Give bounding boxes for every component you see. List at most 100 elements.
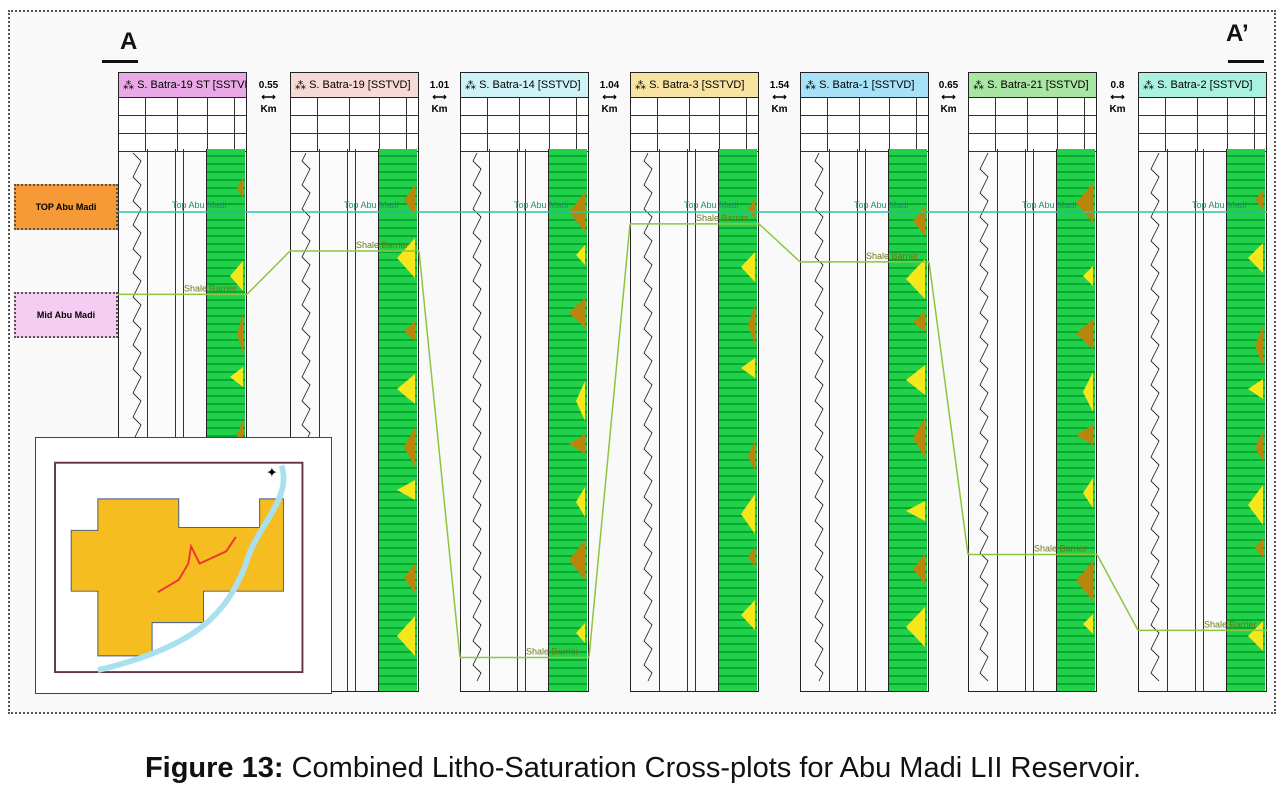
well-icon: ⁂ bbox=[465, 79, 480, 92]
shale-barrier-label: Shale Barrier bbox=[184, 283, 237, 293]
log-fill-patch bbox=[913, 554, 925, 584]
shale-barrier-label: Shale Barrier bbox=[696, 213, 749, 223]
log-fill-patch bbox=[906, 607, 925, 647]
well-name: S. Batra-19 ST [SSTVD] bbox=[137, 79, 246, 91]
figure-caption: Figure 13: Combined Litho-Saturation Cro… bbox=[0, 752, 1286, 785]
well-panel: ⁂ S. Batra-14 [SSTVD] bbox=[460, 72, 589, 692]
top-abu-madi-label: Top Abu Madi bbox=[854, 200, 909, 210]
shale-barrier-label: Shale Barrier bbox=[1204, 619, 1257, 629]
log-fill-patch bbox=[1076, 183, 1093, 223]
top-abu-madi-label: Top Abu Madi bbox=[344, 200, 399, 210]
distance-unit: Km bbox=[940, 104, 957, 115]
log-fill-patch bbox=[1248, 243, 1263, 273]
log-fill-patch bbox=[569, 540, 585, 580]
right-arrow-icon bbox=[1228, 60, 1264, 63]
track-header bbox=[461, 98, 588, 116]
well-icon: ⁂ bbox=[123, 79, 138, 92]
distance-arrow-icon: ⟷ bbox=[772, 92, 787, 103]
well-icon: ⁂ bbox=[973, 79, 988, 92]
track-header bbox=[291, 98, 418, 116]
distance-unit: Km bbox=[260, 104, 277, 115]
lithology-track bbox=[718, 149, 757, 691]
track-header bbox=[461, 116, 588, 134]
log-fill-patch bbox=[237, 178, 243, 198]
log-tracks bbox=[461, 149, 588, 691]
log-fill-patch bbox=[397, 616, 415, 656]
log-fill-patch bbox=[1248, 621, 1263, 651]
section-start-label: A bbox=[120, 28, 138, 55]
log-tracks bbox=[969, 149, 1096, 691]
shale-barrier-label: Shale Barrier bbox=[1034, 544, 1087, 554]
log-curve bbox=[472, 152, 482, 682]
well-header: ⁂ S. Batra-1 [SSTVD] bbox=[801, 73, 928, 98]
section-end-label: A’ bbox=[1226, 20, 1249, 47]
log-fill-patch bbox=[1248, 485, 1263, 525]
well-icon: ⁂ bbox=[295, 79, 310, 92]
log-curve bbox=[1150, 152, 1160, 682]
log-fill-patch bbox=[741, 600, 755, 630]
well-distance: 0.65 ⟷ Km bbox=[929, 80, 969, 116]
track-header bbox=[291, 116, 418, 134]
top-abu-madi-label: Top Abu Madi bbox=[172, 200, 227, 210]
track-header bbox=[631, 98, 758, 116]
well-distance: 1.04 ⟷ Km bbox=[590, 80, 630, 116]
distance-arrow-icon: ⟷ bbox=[602, 92, 617, 103]
log-fill-patch bbox=[230, 261, 243, 291]
shale-correlation-line bbox=[928, 261, 969, 555]
shale-correlation-line bbox=[1096, 554, 1139, 631]
well-panel: ⁂ S. Batra-21 [SSTVD] bbox=[968, 72, 1097, 692]
distance-value: 1.04 bbox=[599, 80, 620, 91]
track-header bbox=[119, 116, 246, 134]
well-name: S. Batra-1 [SSTVD] bbox=[819, 79, 915, 91]
shale-correlation-line bbox=[418, 250, 461, 658]
log-curve bbox=[979, 152, 989, 682]
distance-unit: Km bbox=[771, 104, 788, 115]
log-fill-patch bbox=[906, 501, 925, 521]
top-abu-madi-label: Top Abu Madi bbox=[514, 200, 569, 210]
log-fill-patch bbox=[741, 358, 755, 378]
well-name: S. Batra-14 [SSTVD] bbox=[479, 79, 581, 91]
log-fill-patch bbox=[913, 312, 925, 332]
well-header: ⁂ S. Batra-19 ST [SSTVD] bbox=[119, 73, 246, 98]
well-name: S. Batra-19 [SSTVD] bbox=[309, 79, 411, 91]
section-line bbox=[157, 536, 237, 593]
top-abu-madi-label: Top Abu Madi bbox=[1192, 200, 1247, 210]
shale-barrier-label: Shale Barrier bbox=[356, 240, 409, 250]
well-name: S. Batra-3 [SSTVD] bbox=[649, 79, 745, 91]
well-distance: 0.55 ⟷ Km bbox=[249, 80, 289, 116]
well-panel: ⁂ S. Batra-3 [SSTVD] bbox=[630, 72, 759, 692]
log-fill-patch bbox=[1248, 379, 1263, 399]
well-icon: ⁂ bbox=[635, 79, 650, 92]
well-header: ⁂ S. Batra-21 [SSTVD] bbox=[969, 73, 1096, 98]
track-header bbox=[1139, 116, 1266, 134]
log-fill-patch bbox=[741, 494, 755, 534]
log-fill-patch bbox=[748, 441, 755, 471]
log-fill-patch bbox=[741, 252, 755, 282]
distance-value: 1.54 bbox=[769, 80, 790, 91]
log-curve bbox=[814, 152, 824, 682]
log-fill-patch bbox=[397, 374, 415, 404]
zone-label-mid: Mid Abu Madi bbox=[14, 292, 118, 338]
top-abu-madi-label: Top Abu Madi bbox=[1022, 200, 1077, 210]
lithology-track bbox=[378, 149, 417, 691]
log-fill-patch bbox=[576, 245, 585, 265]
distance-arrow-icon: ⟷ bbox=[261, 92, 276, 103]
well-header: ⁂ S. Batra-2 [SSTVD] bbox=[1139, 73, 1266, 98]
log-fill-patch bbox=[906, 365, 925, 395]
log-fill-patch bbox=[576, 381, 585, 421]
caption-text: Combined Litho-Saturation Cross-plots fo… bbox=[283, 752, 1142, 784]
log-tracks bbox=[801, 149, 928, 691]
log-fill-patch bbox=[230, 367, 243, 387]
track-header bbox=[969, 98, 1096, 116]
log-tracks bbox=[1139, 149, 1266, 691]
log-fill-patch bbox=[1255, 190, 1263, 210]
log-fill-patch bbox=[1083, 614, 1093, 634]
map-border bbox=[54, 461, 304, 674]
track-header bbox=[119, 98, 246, 116]
log-fill-patch bbox=[913, 418, 925, 458]
log-curve bbox=[643, 152, 653, 682]
log-fill-patch bbox=[1076, 561, 1093, 601]
caption-label: Figure 13: bbox=[144, 752, 284, 784]
log-fill-patch bbox=[569, 298, 585, 328]
left-arrow-icon bbox=[102, 60, 138, 63]
